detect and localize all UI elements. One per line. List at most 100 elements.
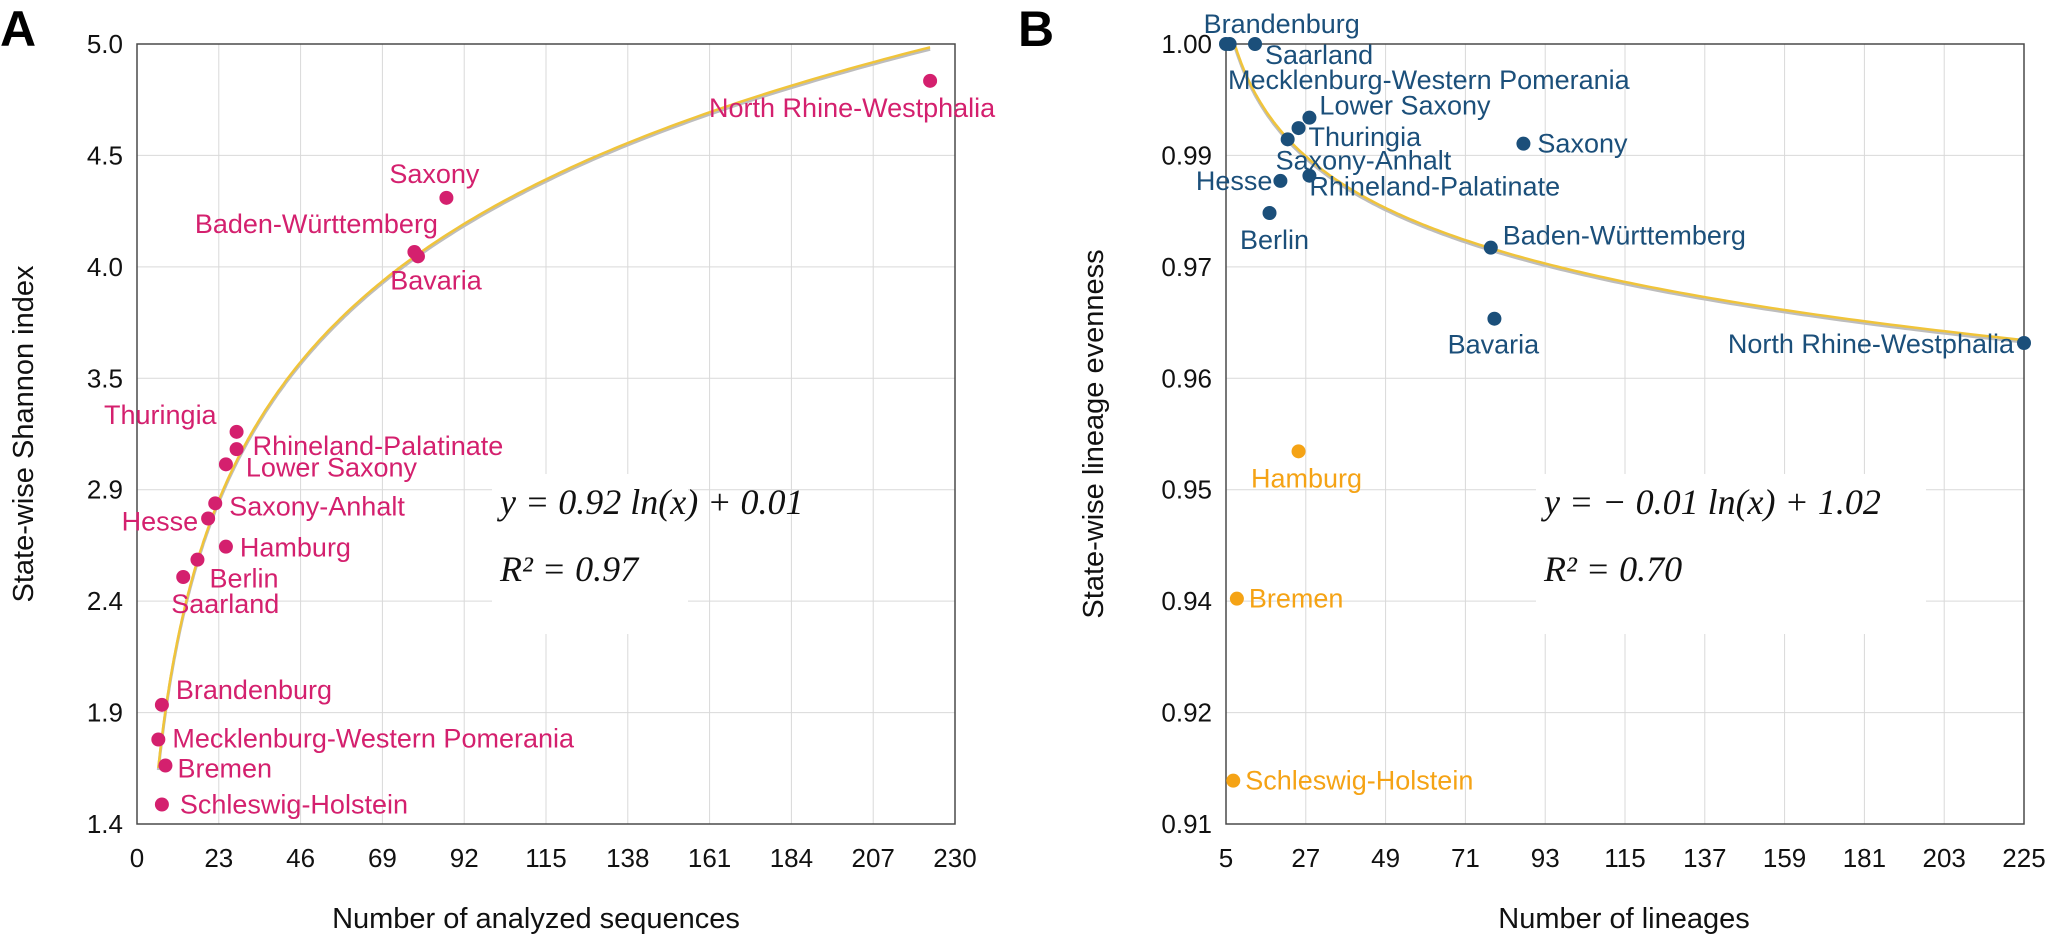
panel-b-letter: B xyxy=(1018,1,1054,57)
point-label-schleswig-holstein: Schleswig-Holstein xyxy=(1245,766,1473,796)
panel-a-plot-frame xyxy=(136,43,956,825)
data-point-thuringia xyxy=(1291,121,1306,136)
x-tick-label: 225 xyxy=(2002,843,2045,873)
panel-b-x-tick-labels: 5 27 49 71 93 115 137 159 181 203 225 xyxy=(1219,843,2046,873)
point-label-hesse: Hesse xyxy=(122,507,199,537)
point-label-berlin: Berlin xyxy=(1240,225,1309,255)
panel-b-fit-curve xyxy=(1226,42,2025,342)
x-tick-label: 5 xyxy=(1219,843,1233,873)
data-point-baden-wurttemberg xyxy=(1483,240,1498,255)
data-point-lower-saxony xyxy=(1302,110,1317,125)
panel-b-gridlines xyxy=(1226,44,2024,824)
point-label-hamburg: Hamburg xyxy=(240,533,351,563)
data-point-saarland xyxy=(176,570,191,584)
panel-a-point-labels: North Rhine-Westphalia Saxony Baden-Württe… xyxy=(104,93,996,820)
x-tick-label: 69 xyxy=(368,843,397,873)
data-point-bremen xyxy=(1229,591,1244,606)
point-label-thuringia: Thuringia xyxy=(1309,122,1423,152)
x-tick-label: 115 xyxy=(1604,843,1645,873)
x-tick-label: 181 xyxy=(1843,843,1886,873)
data-point-saxony-anhalt xyxy=(1280,132,1295,147)
x-tick-label: 23 xyxy=(204,843,233,873)
data-point-bavaria xyxy=(1487,311,1502,326)
data-point-north-rhine-westphalia xyxy=(2017,336,2031,350)
data-point-hesse xyxy=(1273,173,1288,188)
data-point-hesse xyxy=(201,511,216,526)
point-label-saarland: Saarland xyxy=(1265,40,1373,70)
data-point-mecklenburg-western-pomerania xyxy=(151,732,166,747)
point-label-rhineland-palatinate: Rhineland-Palatinate xyxy=(1309,172,1560,202)
y-tick-label: 0.97 xyxy=(1161,252,1212,282)
x-tick-label: 230 xyxy=(933,843,976,873)
panel-b: B 5 27 49 71 93 115 137 159 181 203 225 0.910.920.… xyxy=(1018,1,2046,935)
data-point-hamburg xyxy=(218,539,233,554)
panel-a-data-points xyxy=(151,73,938,812)
y-tick-label: 1.9 xyxy=(87,698,123,728)
x-tick-label: 203 xyxy=(1923,843,1966,873)
y-tick-label: 4.0 xyxy=(87,252,123,282)
point-label-lower-saxony: Lower Saxony xyxy=(246,452,418,482)
panel-a-gridlines xyxy=(137,44,955,824)
panel-a-y-axis-label: State-wise Shannon index xyxy=(8,265,40,602)
point-label-bremen: Bremen xyxy=(1249,584,1344,614)
data-point-thuringia xyxy=(229,424,244,439)
data-point-saxony xyxy=(1516,136,1531,151)
panel-b-x-axis-label: Number of lineages xyxy=(1498,903,1749,935)
y-tick-label: 0.94 xyxy=(1161,586,1212,616)
point-label-schleswig-holstein: Schleswig-Holstein xyxy=(180,790,408,820)
x-tick-label: 138 xyxy=(606,843,649,873)
panel-a-x-tick-labels: 0 23 46 69 92 115 138 161 184 207 230 xyxy=(130,843,977,873)
x-tick-label: 0 xyxy=(130,843,144,873)
panel-b-plot-frame xyxy=(1225,43,2025,825)
panel-a-x-axis-label: Number of analyzed sequences xyxy=(332,903,740,935)
point-label-rhineland-palatinate: Rhineland-Palatinate xyxy=(253,431,504,461)
x-tick-label: 161 xyxy=(688,843,731,873)
y-tick-label: 0.96 xyxy=(1161,363,1212,393)
data-point-bavaria xyxy=(410,249,425,264)
point-label-berlin: Berlin xyxy=(209,564,278,594)
y-tick-label: 0.99 xyxy=(1161,140,1212,170)
y-tick-label: 3.5 xyxy=(87,363,123,393)
point-label-mecklenburg-western-pomerania: Mecklenburg-Western Pomerania xyxy=(172,724,575,754)
data-point-saxony-anhalt xyxy=(208,496,223,511)
data-point-brandenburg xyxy=(154,697,169,712)
point-label-brandenburg: Brandenburg xyxy=(176,675,332,705)
y-tick-label: 2.9 xyxy=(87,475,123,505)
panel-a-fit-curve-shadow xyxy=(156,47,931,771)
y-tick-label: 2.4 xyxy=(87,586,123,616)
panel-a-fit-r2: R² = 0.97 xyxy=(499,549,640,589)
point-label-brandenburg: Brandenburg xyxy=(1204,9,1360,39)
x-tick-label: 137 xyxy=(1683,843,1726,873)
point-label-saarland: Saarland xyxy=(171,589,279,619)
point-label-bavaria: Bavaria xyxy=(390,265,483,295)
x-tick-label: 184 xyxy=(770,843,813,873)
y-tick-label: 0.91 xyxy=(1161,809,1212,839)
panel-a-equation-box xyxy=(492,474,688,634)
point-label-bremen: Bremen xyxy=(177,754,272,784)
y-tick-label: 5.0 xyxy=(87,29,123,59)
point-label-baden-wurttemberg: Baden-Württemberg xyxy=(195,209,438,239)
data-point-mecklenburg-western-pomerania xyxy=(1219,37,1233,51)
data-point-bremen xyxy=(158,758,173,773)
data-point-berlin xyxy=(190,552,205,567)
point-label-hesse: Hesse xyxy=(1196,166,1273,196)
data-point-schleswig-holstein xyxy=(1226,773,1241,788)
x-tick-label: 49 xyxy=(1371,843,1400,873)
data-point-schleswig-holstein xyxy=(154,797,169,812)
point-label-lower-saxony: Lower Saxony xyxy=(1319,91,1491,121)
data-point-rhineland-palatinate xyxy=(229,442,244,457)
data-point-lower-saxony xyxy=(218,457,233,472)
point-label-baden-wurttemberg: Baden-Württemberg xyxy=(1503,221,1746,251)
y-tick-label: 4.5 xyxy=(87,140,123,170)
panel-b-fit-r2: R² = 0.70 xyxy=(1543,549,1682,589)
x-tick-label: 71 xyxy=(1451,843,1480,873)
x-tick-label: 92 xyxy=(450,843,479,873)
point-label-saxony: Saxony xyxy=(389,159,480,189)
y-tick-label: 1.00 xyxy=(1161,29,1212,59)
point-label-saxony-anhalt: Saxony-Anhalt xyxy=(1276,145,1452,175)
point-label-mecklenburg-western-pomerania: Mecklenburg-Western Pomerania xyxy=(1228,65,1631,95)
x-tick-label: 46 xyxy=(286,843,315,873)
panel-a-letter: A xyxy=(0,1,36,57)
